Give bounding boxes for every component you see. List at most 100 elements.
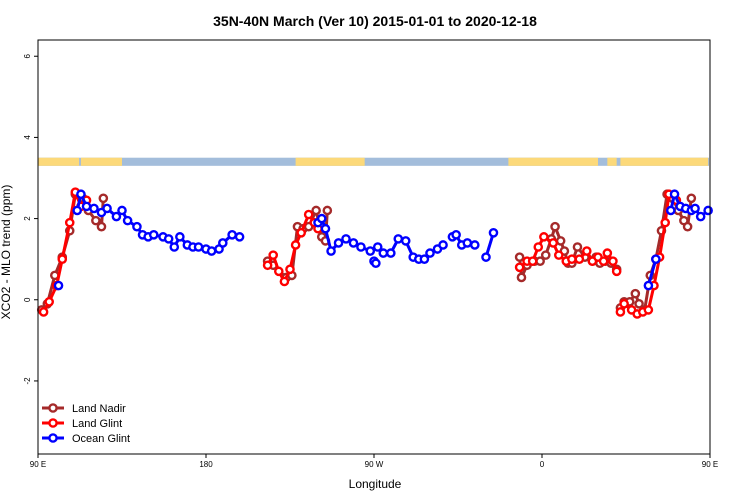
land-glint-point-0-0 (38, 307, 49, 317)
legend-label-land-nadir: Land Nadir (72, 403, 126, 415)
y-axis-title: XCO2 - MLO trend (ppm) (0, 185, 13, 320)
ocean-glint-point-2-12 (393, 234, 404, 244)
ocean-glint-point-1-15 (169, 242, 180, 252)
ocean-glint-point-1-21 (206, 246, 217, 256)
x-tick-label-4: 90 E (702, 460, 718, 469)
plot-series (36, 187, 713, 319)
legend-marker-ocean-glint (48, 433, 58, 443)
ocean-glint-point-1-0 (72, 205, 82, 216)
land-glint-point-1-3 (279, 276, 290, 287)
x-tick-label-2: 90 W (365, 460, 384, 469)
ocean-glint-point-1-12 (148, 230, 159, 240)
ocean-glint-point-4-0 (481, 252, 491, 262)
land-glint-point-2-6 (554, 250, 564, 260)
land-nadir-point-3-14 (686, 193, 697, 204)
land-nadir-point-2-7 (550, 221, 560, 232)
ocean-glint-point-3-4 (469, 240, 480, 250)
land-glint-point-3-0 (615, 307, 626, 317)
land-nadir-point-3-4 (634, 299, 644, 309)
land-nadir-point-2-1 (516, 272, 527, 283)
land-glint-point-1-4 (285, 264, 295, 275)
land-band-0 (38, 157, 80, 166)
y-tick-label-2: 2 (23, 216, 32, 221)
land-band-2 (295, 157, 365, 166)
land-nadir-point-0-9 (96, 221, 107, 232)
y-tick-label-1: 0 (23, 297, 32, 302)
land-glint-point-1-5 (290, 240, 301, 250)
ocean-glint-point-0-0 (53, 280, 64, 291)
land-glint-point-1-0 (262, 260, 273, 271)
ocean-glint-point-1-3 (89, 203, 99, 214)
series-ocean-glint (53, 189, 713, 291)
land-band-3 (508, 157, 598, 166)
ocean-glint-point-6-5 (690, 203, 700, 214)
land-glint-point-2-10 (582, 246, 592, 256)
ocean-glint-point-3-3 (462, 238, 473, 248)
land-nadir-point-2-8 (555, 236, 566, 246)
ocean-glint-point-2-4 (333, 238, 344, 248)
ocean-glint-point-2-7 (356, 242, 366, 252)
ocean-glint-point-6-7 (703, 205, 713, 216)
land-glint-point-2-0 (514, 262, 525, 273)
ocean-glint-point-1-19 (193, 242, 204, 252)
land-nadir-point-2-5 (540, 250, 551, 260)
land-glint-point-2-13 (598, 256, 609, 267)
ocean-glint-point-2-1 (316, 213, 327, 224)
legend-marker-land-nadir (48, 403, 58, 413)
ocean-glint-point-2-19 (438, 240, 448, 250)
land-glint-point-0-4 (64, 217, 75, 228)
land-glint-point-2-16 (611, 266, 622, 277)
ocean-glint-point-2-13 (400, 236, 411, 246)
ocean-glint-point-2-17 (425, 248, 435, 258)
ocean-glint-point-2-2 (320, 223, 331, 234)
land-nadir-point-1-10 (322, 205, 333, 216)
ocean-glint-point-5-1 (651, 254, 661, 264)
ocean-glint-point-2-11 (385, 248, 396, 258)
land-glint-point-2-4 (539, 232, 549, 242)
land-band-1 (80, 157, 122, 166)
ocean-glint-point-5-0 (643, 280, 654, 291)
ocean-glint-point-1-1 (76, 189, 86, 200)
ocean-glint-point-3-1 (451, 230, 461, 240)
land-glint-point-3-8 (660, 217, 671, 228)
y-tick-label-3: 4 (23, 135, 32, 140)
ocean-glint-point-1-16 (175, 232, 185, 242)
legend: Land Nadir Land Glint Ocean Glint (42, 403, 130, 445)
x-tick-label-3: 0 (540, 460, 545, 469)
land-nadir-point-1-7 (311, 205, 321, 216)
land-band-4 (607, 157, 617, 166)
ocean-glint-point-2-6 (348, 238, 359, 248)
ocean-glint-point-2-5 (341, 234, 351, 244)
y-tick-label-0: -2 (23, 377, 32, 385)
ocean-glint-point-2-8 (365, 246, 376, 256)
land-glint-point-1-1 (268, 250, 279, 260)
ocean-glint-point-1-5 (102, 203, 112, 214)
ocean-glint-point-1-24 (227, 230, 237, 240)
ocean-glint-point-6-6 (695, 211, 706, 222)
x-axis-title: Longitude (349, 477, 402, 491)
land-glint-point-1-7 (303, 209, 314, 220)
ocean-glint-point-1-7 (117, 205, 127, 216)
ocean-glint-point-1-9 (132, 221, 142, 232)
legend-label-ocean-glint: Ocean Glint (72, 433, 130, 445)
land-nadir-point-3-3 (630, 288, 641, 299)
legend-marker-land-glint (48, 418, 58, 428)
land-glint-point-0-1 (44, 296, 55, 307)
land-band-5 (620, 157, 709, 166)
ocean-glint-point-1-23 (217, 238, 228, 248)
land-glint-point-2-2 (527, 256, 538, 267)
land-glint-point-1-2 (273, 266, 284, 277)
series-land-glint (38, 187, 682, 319)
ocean-glint-point-1-2 (81, 201, 92, 212)
land-glint-point-2-14 (602, 248, 613, 258)
axes: 90 E 180 90 W 0 90 E -2 0 2 4 6 (23, 53, 718, 469)
land-glint-point-0-3 (57, 254, 68, 264)
land-nadir-point-0-8 (91, 215, 101, 226)
ocean-glint-point-1-6 (111, 211, 122, 222)
ocean-glint-point-1-25 (234, 232, 245, 242)
x-tick-label-0: 90 E (30, 460, 46, 469)
land-glint-point-2-15 (608, 256, 618, 267)
land-glint-point-2-5 (548, 238, 559, 248)
y-tick-label-4: 6 (23, 53, 32, 58)
